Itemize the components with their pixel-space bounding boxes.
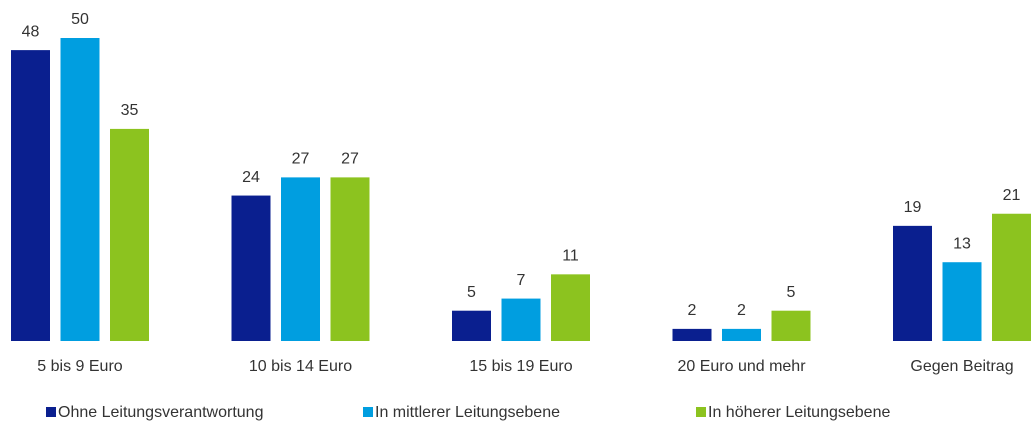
value-label: 2	[737, 302, 746, 319]
value-label: 27	[292, 151, 310, 168]
bar	[992, 213, 1031, 341]
bar	[893, 225, 932, 341]
value-label: 50	[71, 11, 89, 28]
bar	[722, 328, 761, 341]
bar	[942, 262, 982, 341]
legend-label: Ohne Leitungsverantwortung	[58, 404, 263, 421]
value-label: 48	[22, 23, 40, 40]
x-tick-label: 5 bis 9 Euro	[37, 358, 122, 375]
bar	[771, 310, 811, 341]
legend-swatch	[696, 407, 706, 417]
value-label: 19	[904, 199, 922, 216]
x-tick-label: 20 Euro und mehr	[677, 358, 806, 375]
value-label: 24	[242, 169, 260, 186]
value-label: 5	[787, 284, 796, 301]
x-tick-label: 15 bis 19 Euro	[469, 358, 572, 375]
value-label: 2	[688, 302, 697, 319]
value-label: 35	[121, 102, 139, 119]
bar	[231, 195, 271, 341]
bar	[551, 274, 590, 341]
value-label: 27	[341, 151, 359, 168]
value-label: 7	[517, 272, 526, 289]
x-tick-label: 10 bis 14 Euro	[249, 358, 352, 375]
bar	[60, 38, 100, 341]
bar	[672, 328, 712, 341]
legend-label: In höherer Leitungsebene	[708, 404, 890, 421]
bar	[452, 310, 491, 341]
legend-label: In mittlerer Leitungsebene	[375, 404, 560, 421]
legend-swatch	[46, 407, 56, 417]
value-label: 5	[467, 284, 476, 301]
x-tick-label: Gegen Beitrag	[910, 358, 1013, 375]
bar	[330, 177, 370, 341]
bar	[281, 177, 320, 341]
value-label: 11	[562, 248, 579, 265]
legend-swatch	[363, 407, 373, 417]
value-label: 13	[953, 235, 971, 252]
bar	[501, 298, 541, 341]
bar	[110, 128, 149, 341]
bar	[11, 50, 50, 342]
value-label: 21	[1003, 187, 1021, 204]
